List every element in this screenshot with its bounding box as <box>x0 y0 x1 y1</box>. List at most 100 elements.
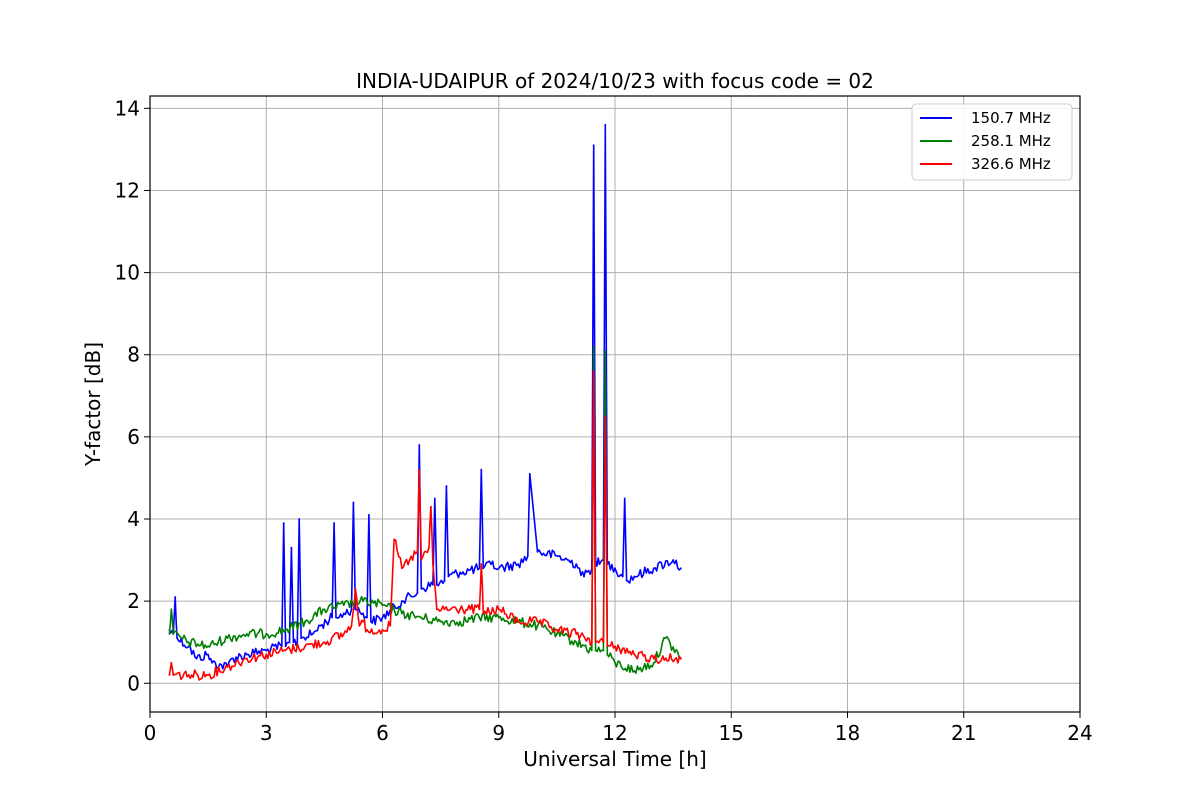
data-point <box>323 608 326 611</box>
data-point <box>652 661 655 664</box>
data-point <box>170 661 173 664</box>
y-tick-label: 8 <box>127 343 140 367</box>
y-tick-label: 12 <box>115 178 140 202</box>
legend-label: 150.7 MHz <box>971 109 1051 127</box>
data-point <box>590 641 593 644</box>
data-point <box>431 583 434 586</box>
data-point <box>335 616 337 619</box>
data-point <box>393 538 396 541</box>
data-point <box>623 497 626 500</box>
data-point <box>517 563 520 566</box>
data-point <box>416 592 419 594</box>
legend: 150.7 MHz 258.1 MHz 326.6 MHz <box>911 103 1073 181</box>
data-point <box>358 624 361 627</box>
data-point <box>536 550 539 553</box>
data-point <box>369 620 372 623</box>
data-point <box>575 563 578 566</box>
data-point <box>170 608 173 611</box>
data-point <box>433 497 436 500</box>
data-point <box>245 633 248 635</box>
y-tick-label: 0 <box>127 671 140 695</box>
series-line <box>168 370 682 681</box>
data-point <box>207 653 210 656</box>
y-tick-label: 14 <box>115 96 140 120</box>
x-tick-label: 3 <box>260 721 273 745</box>
data-point <box>478 616 481 619</box>
data-point <box>606 653 609 656</box>
data-point <box>652 657 655 660</box>
data-point <box>447 575 450 578</box>
data-point <box>168 674 171 676</box>
data-point <box>497 616 500 619</box>
data-point <box>443 579 446 582</box>
data-point <box>311 633 314 635</box>
data-point <box>555 628 558 631</box>
data-point <box>672 559 675 561</box>
x-tick-label: 0 <box>144 721 157 745</box>
data-point <box>381 616 384 619</box>
x-axis-label: Universal Time [h] <box>523 747 706 771</box>
data-point <box>594 641 597 644</box>
data-point <box>366 616 368 619</box>
data-point <box>497 608 500 611</box>
data-point <box>408 559 411 561</box>
data-point <box>592 144 595 147</box>
legend-label: 258.1 MHz <box>971 132 1051 150</box>
data-point <box>594 649 597 652</box>
data-point <box>536 624 539 627</box>
data-point <box>298 518 301 520</box>
y-tick-label: 2 <box>127 589 140 613</box>
data-point <box>664 637 667 639</box>
plot-series <box>168 123 682 681</box>
data-point <box>614 567 616 570</box>
data-point <box>604 415 607 418</box>
data-point <box>517 620 520 623</box>
data-point <box>482 612 485 615</box>
data-point <box>319 624 322 627</box>
data-point <box>459 608 461 611</box>
y-tick-label: 10 <box>115 261 140 285</box>
data-point <box>284 628 287 631</box>
data-point <box>604 349 607 352</box>
data-point <box>354 608 357 611</box>
data-point <box>428 546 430 549</box>
data-point <box>490 563 492 566</box>
data-point <box>245 657 248 660</box>
data-point <box>168 633 171 635</box>
data-point <box>459 620 461 623</box>
data-point <box>195 657 198 660</box>
data-point <box>555 555 558 557</box>
data-point <box>602 641 605 644</box>
data-point <box>207 674 210 676</box>
data-point <box>526 555 529 557</box>
data-point <box>400 600 403 603</box>
y-tick-label: 4 <box>127 507 140 531</box>
data-point <box>333 522 335 524</box>
data-point <box>528 472 531 475</box>
x-tick-label: 21 <box>951 721 976 745</box>
data-point <box>575 633 578 635</box>
data-point <box>265 653 268 656</box>
data-point <box>288 641 291 644</box>
data-point <box>420 587 423 590</box>
data-point <box>350 624 353 627</box>
data-point <box>350 608 353 611</box>
data-point <box>445 485 448 488</box>
data-point <box>604 123 607 126</box>
data-point <box>435 583 438 586</box>
data-point <box>362 612 365 615</box>
data-point <box>245 653 248 656</box>
data-point <box>282 522 285 524</box>
data-point <box>480 468 483 471</box>
legend-label: 326.6 MHz <box>971 155 1051 173</box>
data-point <box>265 649 268 652</box>
data-point <box>323 641 326 644</box>
data-point <box>478 567 481 570</box>
data-point <box>342 612 345 615</box>
data-point <box>443 608 446 611</box>
data-point <box>592 345 595 348</box>
data-point <box>430 505 432 508</box>
data-point <box>207 645 210 648</box>
